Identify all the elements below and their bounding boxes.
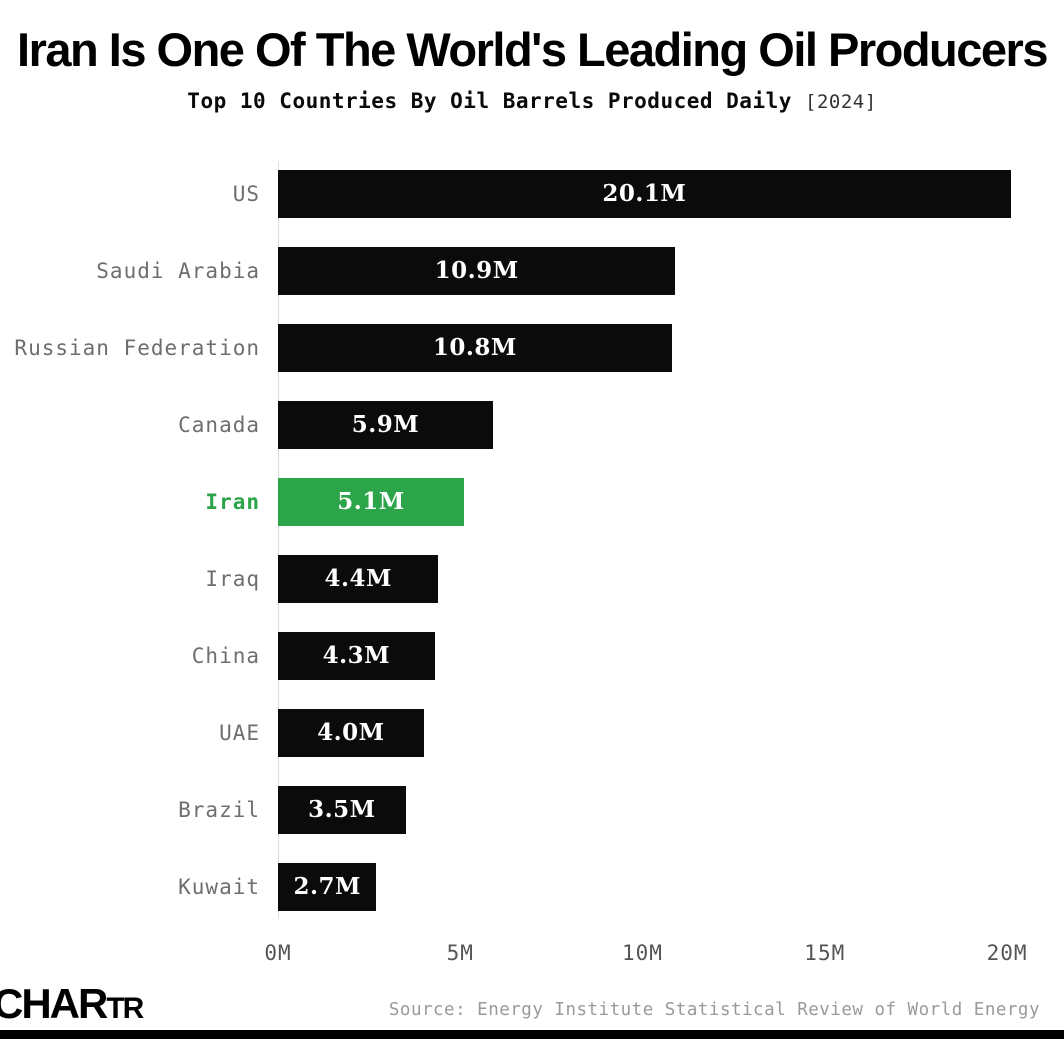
x-axis-tick: 10M <box>622 941 663 965</box>
chart-subtitle-year: [2024] <box>805 91 877 113</box>
category-label: UAE <box>219 720 260 745</box>
bar-track: 4.4M <box>278 554 1030 603</box>
bar-row: China 4.3M <box>0 617 1064 694</box>
bar-track: 3.5M <box>278 785 1030 834</box>
category-label: Iran <box>205 489 260 514</box>
source-text: Source: Energy Institute Statistical Rev… <box>388 1000 1040 1020</box>
bar-track: 4.3M <box>278 631 1030 680</box>
value-label: 2.7M <box>293 873 361 900</box>
bar: 5.9M <box>278 400 494 449</box>
bar: 10.9M <box>278 246 676 295</box>
zero-axis-line <box>278 161 279 919</box>
bar-row: US 20.1M <box>0 155 1064 232</box>
value-label: 20.1M <box>602 180 687 207</box>
bar-track: 10.8M <box>278 323 1030 372</box>
bar-row: UAE 4.0M <box>0 694 1064 771</box>
bar-track: 4.0M <box>278 708 1030 757</box>
chart-subtitle: Top 10 Countries By Oil Barrels Produced… <box>0 89 1064 113</box>
chart-footer: CHARTR Source: Energy Institute Statisti… <box>0 972 1064 1030</box>
chart-header: Iran Is One Of The World's Leading Oil P… <box>0 22 1064 113</box>
bottom-strip <box>0 1030 1064 1039</box>
bar-chart: US 20.1M Saudi Arabia 10.9M Russian Federati… <box>0 155 1064 977</box>
bar-rows: US 20.1M Saudi Arabia 10.9M Russian Federati… <box>0 155 1064 925</box>
bar: 5.1M <box>278 477 464 526</box>
bar: 10.8M <box>278 323 672 372</box>
x-axis-tick: 5M <box>446 941 474 965</box>
bar-row: Brazil 3.5M <box>0 771 1064 848</box>
value-label: 10.8M <box>432 334 517 361</box>
x-axis-tick: 15M <box>804 941 846 965</box>
bar-track: 5.9M <box>278 400 1030 449</box>
chartr-logo-small: TR <box>106 992 144 1025</box>
bar: 4.3M <box>278 631 435 680</box>
bar-track: 5.1M <box>278 477 1030 526</box>
chart-title: Iran Is One Of The World's Leading Oil P… <box>17 23 1048 76</box>
bar-row: Iraq 4.4M <box>0 540 1064 617</box>
bar-row: Saudi Arabia 10.9M <box>0 232 1064 309</box>
bar-track: 10.9M <box>278 246 1030 295</box>
chartr-logo-big: CHAR <box>0 980 108 1027</box>
value-label: 3.5M <box>308 796 376 823</box>
value-label: 4.0M <box>317 719 385 746</box>
category-label: Canada <box>178 412 260 437</box>
bar-row: Kuwait 2.7M <box>0 848 1064 925</box>
category-label: US <box>232 181 260 206</box>
value-label: 4.3M <box>322 642 391 669</box>
bar: 2.7M <box>278 862 377 911</box>
category-label: China <box>191 643 260 668</box>
category-label: Brazil <box>178 797 260 822</box>
category-label: Kuwait <box>178 874 260 899</box>
bar-track: 2.7M <box>278 862 1030 911</box>
bar: 4.0M <box>278 708 424 757</box>
x-axis: 0M 5M 10M 15M 20M <box>264 925 1030 977</box>
value-label: 10.9M <box>434 257 519 284</box>
bar: 4.4M <box>278 554 439 603</box>
x-axis-tick: 0M <box>264 941 292 965</box>
bar-row: Iran 5.1M <box>0 463 1064 540</box>
bar-row: Canada 5.9M <box>0 386 1064 463</box>
category-label: Saudi Arabia <box>96 258 260 283</box>
value-label: 4.4M <box>324 565 392 592</box>
bar-track: 20.1M <box>278 169 1030 218</box>
x-axis-tick: 20M <box>986 941 1028 965</box>
category-label: Iraq <box>205 566 260 591</box>
value-label: 5.1M <box>337 488 405 515</box>
bar: 20.1M <box>278 169 1011 218</box>
bar-row: Russian Federation 10.8M <box>0 309 1064 386</box>
category-label: Russian Federation <box>14 335 260 360</box>
bar: 3.5M <box>278 785 406 834</box>
chartr-logo: CHARTR <box>0 980 144 1028</box>
chart-subtitle-text: Top 10 Countries By Oil Barrels Produced… <box>187 89 792 113</box>
value-label: 5.9M <box>351 411 420 438</box>
